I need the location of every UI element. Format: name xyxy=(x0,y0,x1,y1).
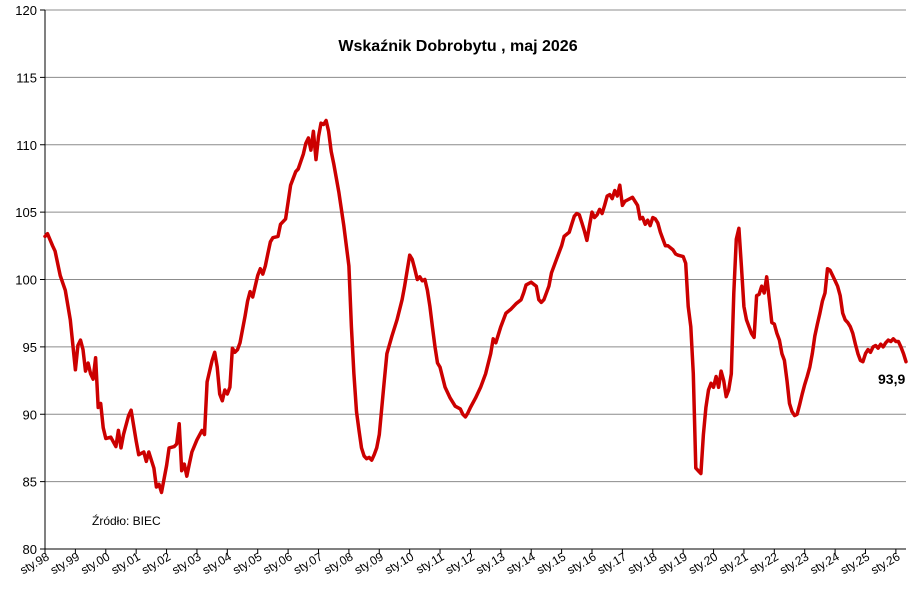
y-tick-label: 85 xyxy=(23,475,37,490)
y-tick-label: 110 xyxy=(16,138,37,153)
gridlines xyxy=(45,9,906,483)
y-tick-label: 80 xyxy=(23,542,37,557)
y-tick-label: 120 xyxy=(15,3,37,18)
y-tick-label: 115 xyxy=(16,70,37,85)
source-note: Źródło: BIEC xyxy=(92,513,161,528)
y-tick-label: 95 xyxy=(23,340,37,355)
y-tick-label: 100 xyxy=(15,273,37,288)
y-axis-ticks: 80 85 90 95 100 105 110 115 120 xyxy=(15,3,45,557)
y-tick-label: 90 xyxy=(23,407,37,422)
chart-title: Wskaźnik Dobrobytu , maj 2026 xyxy=(338,38,577,55)
series-line xyxy=(43,118,908,495)
y-tick-label: 105 xyxy=(15,205,37,220)
last-value-label: 93,9 xyxy=(878,371,905,387)
